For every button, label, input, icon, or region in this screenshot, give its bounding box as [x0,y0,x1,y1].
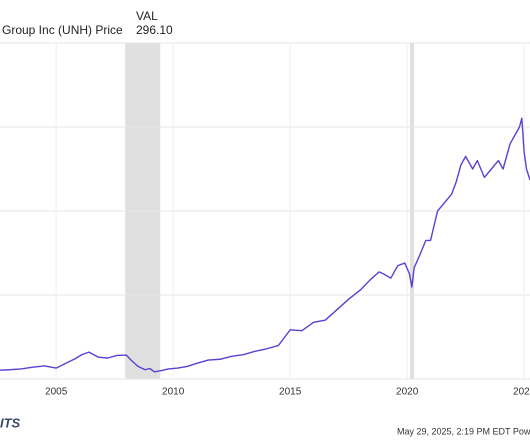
last-value: 296.10 [136,23,173,37]
x-tick-label: 2005 [45,387,68,398]
value-header: VAL [136,9,158,23]
x-tick-label: 2025 [513,387,530,398]
logo: ITS [0,415,21,430]
price-line [0,117,530,373]
x-tick-label: 2020 [396,387,419,398]
footer: May 29, 2025, 2:19 PM EDT Powered by [397,426,530,436]
series-title: Group Inc (UNH) Price [2,23,123,37]
x-tick-label: 2010 [162,387,185,398]
x-tick-label: 2015 [279,387,302,398]
